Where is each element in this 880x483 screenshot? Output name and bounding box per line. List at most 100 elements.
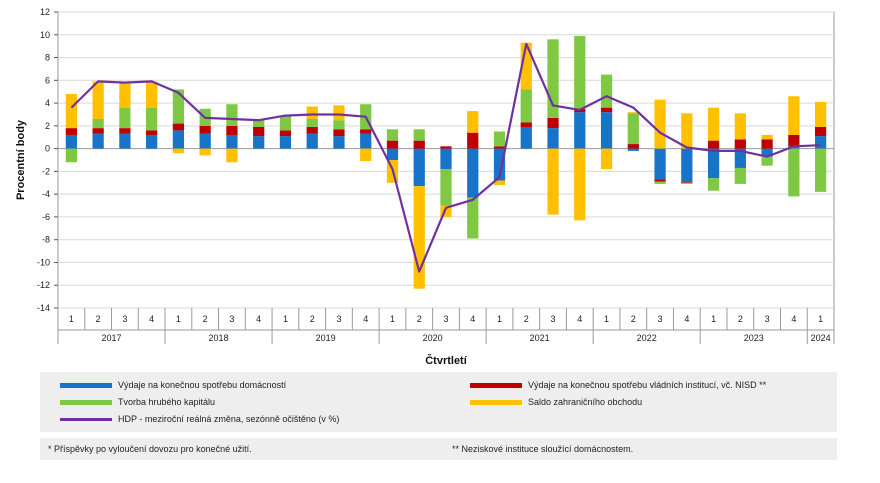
bar-segment-s3-q3 <box>146 81 158 108</box>
x-year-label: 2017 <box>102 333 122 343</box>
bar-segment-s2-q10 <box>333 120 345 130</box>
bar-segment-s2-q8 <box>279 115 292 131</box>
bar-segment-s0-q5 <box>199 133 211 149</box>
bar-segment-s0-q1 <box>92 133 104 149</box>
bar-segment-s3-q17 <box>520 42 532 90</box>
x-quarter-label: 4 <box>577 314 582 324</box>
x-year-label: 2019 <box>316 333 336 343</box>
bar-segment-s1-q14 <box>440 146 452 149</box>
bar-segment-s2-q24 <box>707 178 720 191</box>
y-tick-label: -14 <box>37 303 50 313</box>
x-quarter-label: 3 <box>336 314 341 324</box>
bar-segment-s1-q6 <box>226 125 238 135</box>
bar-segment-s3-q16 <box>493 180 506 186</box>
x-quarter-label: 4 <box>684 314 689 324</box>
gdp-line <box>70 42 821 273</box>
y-tick-label: -2 <box>42 166 50 176</box>
bar-segment-s1-q4 <box>172 123 185 131</box>
bar-segment-s2-q12 <box>386 129 399 141</box>
x-quarter-label: 1 <box>604 314 609 324</box>
x-year-label: 2021 <box>530 333 550 343</box>
bar-segment-s3-q19 <box>574 148 586 221</box>
bar-segment-s3-q0 <box>65 93 77 129</box>
y-tick-label: -12 <box>37 280 50 290</box>
bar-segment-s2-q14 <box>440 169 452 206</box>
bar-segment-s0-q3 <box>146 134 158 149</box>
bar-segment-s3-q5 <box>199 148 211 156</box>
x-quarter-label: 1 <box>69 314 74 324</box>
legend-label-trade: Saldo zahraničního obchodu <box>528 397 643 407</box>
bar-segment-s0-q10 <box>333 136 345 149</box>
y-tick-label: 0 <box>45 144 50 154</box>
bar-segment-s3-q9 <box>306 106 318 120</box>
bar-segment-s1-q25 <box>734 139 746 149</box>
x-quarter-label: 3 <box>443 314 448 324</box>
x-quarter-label: 2 <box>203 314 208 324</box>
bar-segment-s0-q9 <box>306 133 318 149</box>
bar-segment-s0-q17 <box>520 126 532 149</box>
y-tick-label: 10 <box>40 30 50 40</box>
bar-segment-s3-q27 <box>788 96 800 135</box>
x-quarter-label: 1 <box>176 314 181 324</box>
bar-segment-s1-q13 <box>413 140 425 149</box>
legend-label-government: Výdaje na konečnou spotřebu vládních ins… <box>528 380 767 390</box>
x-year-label: 2023 <box>744 333 764 343</box>
bar-segment-s0-q23 <box>681 148 693 182</box>
x-year-label: 2018 <box>209 333 229 343</box>
x-quarter-label: 1 <box>390 314 395 324</box>
legend-swatch-capital <box>60 399 112 405</box>
bar-segment-s1-q17 <box>520 122 532 127</box>
bar-segment-s2-q15 <box>467 197 479 239</box>
bar-segment-s1-q11 <box>360 129 372 134</box>
bar-segment-s0-q13 <box>413 148 425 187</box>
legend-item-households: Výdaje na konečnou spotřebu domácností <box>60 380 286 390</box>
y-tick-label: -8 <box>42 235 50 245</box>
bar-segment-s1-q18 <box>547 117 559 129</box>
bar-segment-s3-q1 <box>92 81 104 120</box>
bar-segment-s0-q24 <box>707 148 720 179</box>
x-quarter-label: 1 <box>283 314 288 324</box>
bar-segment-s3-q22 <box>654 99 666 149</box>
x-quarter-label: 3 <box>122 314 127 324</box>
bar-segment-s1-q20 <box>600 107 613 113</box>
legend-item-trade: Saldo zahraničního obchodu <box>470 397 642 407</box>
x-quarter-label: 2 <box>524 314 529 324</box>
bar-segment-s2-q2 <box>119 107 131 129</box>
bar-segment-s1-q27 <box>788 134 800 147</box>
bar-segment-s0-q21 <box>627 148 639 151</box>
x-year-label: 2022 <box>637 333 657 343</box>
y-tick-label: 6 <box>45 75 50 85</box>
footnote-left: * Příspěvky po vyloučení dovozu pro kone… <box>48 444 252 454</box>
bar-segment-s0-q6 <box>226 134 238 149</box>
legend-label-capital: Tvorba hrubého kapitálu <box>118 397 216 407</box>
bar-segment-s1-q23 <box>681 181 693 183</box>
y-tick-label: 8 <box>45 53 50 63</box>
bar-segment-s3-q15 <box>467 111 479 133</box>
x-quarter-label: 4 <box>363 314 368 324</box>
bar-segment-s3-q13 <box>413 186 425 289</box>
legend-swatch-households <box>60 382 112 388</box>
bar-segment-s3-q6 <box>226 148 238 163</box>
x-quarter-label: 2 <box>96 314 101 324</box>
bar-segment-s1-q7 <box>253 126 265 137</box>
bar-segment-s1-q5 <box>199 125 211 134</box>
bar-segment-s1-q0 <box>65 128 77 135</box>
x-quarter-label: 1 <box>711 314 716 324</box>
bar-segment-s3-q25 <box>734 113 746 140</box>
x-quarter-label: 3 <box>658 314 663 324</box>
bar-segment-s2-q0 <box>65 148 77 163</box>
y-tick-label: -6 <box>42 212 50 222</box>
footnotes: * Příspěvky po vyloučení dovozu pro kone… <box>40 438 837 460</box>
bar-segment-s2-q1 <box>92 119 104 129</box>
bar-segment-s3-q4 <box>172 148 185 154</box>
bar-segment-s1-q2 <box>119 128 131 134</box>
bar-segment-s1-q9 <box>306 126 318 134</box>
bar-segment-s3-q2 <box>119 82 131 108</box>
y-tick-label: -4 <box>42 189 50 199</box>
bar-segment-s1-q16 <box>493 146 506 149</box>
bar-segment-s0-q25 <box>734 148 746 168</box>
x-quarter-label: 3 <box>229 314 234 324</box>
x-quarter-label: 3 <box>551 314 556 324</box>
bar-segment-s2-q27 <box>788 148 800 197</box>
